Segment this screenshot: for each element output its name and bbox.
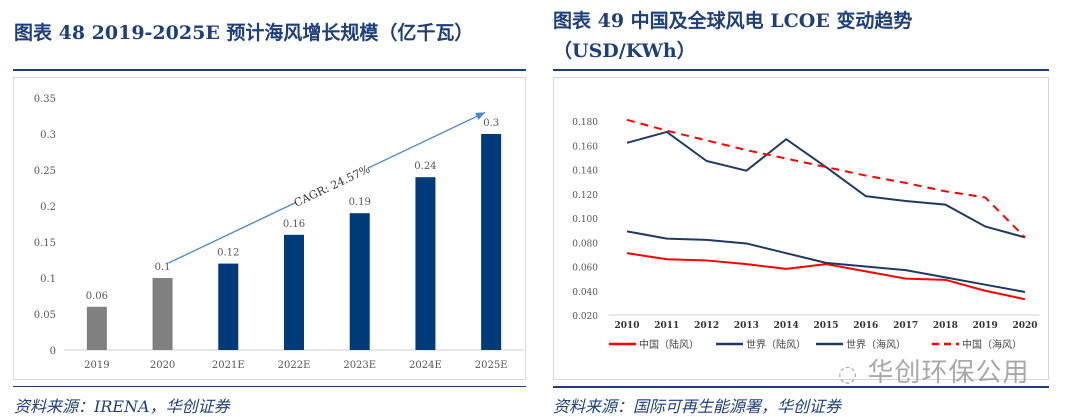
y-tick-label: 0.35 <box>34 94 56 105</box>
y-tick-label: 0 <box>50 346 56 357</box>
x-tick-label: 2020 <box>1012 321 1037 331</box>
x-tick-label: 2012 <box>694 321 719 331</box>
series-line <box>626 130 1026 239</box>
wechat-icon: ◌ <box>838 362 859 387</box>
y-tick-label: 0.05 <box>34 310 56 321</box>
annotation-bg <box>291 160 371 210</box>
x-tick-label: 2018 <box>933 321 958 331</box>
series-line <box>626 230 1026 293</box>
x-tick-label: 2019 <box>973 321 998 331</box>
y-tick-label: 0.160 <box>572 142 598 152</box>
y-tick-label: 0.25 <box>34 166 56 177</box>
left-source-rule <box>13 386 526 387</box>
x-tick-label: 2021E <box>212 360 245 371</box>
y-tick-label: 0.120 <box>572 191 598 201</box>
x-tick-label: 2017 <box>893 321 918 331</box>
right-source-rule <box>553 386 1049 388</box>
bar <box>284 234 304 350</box>
left-chart-title: 图表 48 2019-2025E 预计海风增长规模（亿千瓦） <box>14 22 474 44</box>
y-tick-label: 0.100 <box>572 215 598 225</box>
y-tick-label: 0.140 <box>572 167 598 177</box>
x-tick-label: 2011 <box>654 321 679 331</box>
left-title-rule <box>13 69 526 71</box>
right-title-rule <box>553 69 1049 71</box>
legend-label: 世界（陆风） <box>746 338 806 351</box>
y-tick-label: 0.1 <box>40 274 56 285</box>
series-line <box>626 252 1026 301</box>
y-tick-label: 0.080 <box>572 239 598 249</box>
data-label: 0.24 <box>414 161 436 172</box>
y-tick-label: 0.020 <box>572 312 598 322</box>
bar-chart: 0 0.05 0.1 0.15 0.2 0.25 0.3 0.35 0.06 2019 0.1 202… <box>34 94 524 371</box>
y-tick-label: 0.2 <box>40 202 56 213</box>
x-tick-label: 2014 <box>774 321 799 331</box>
x-tick-label: 2022E <box>278 360 311 371</box>
x-tick-label: 2020 <box>150 360 175 371</box>
series-line <box>626 118 1026 239</box>
x-tick-label: 2015 <box>813 321 838 331</box>
bar <box>152 278 173 350</box>
x-tick-label: 2019 <box>84 360 109 371</box>
watermark: ◌ 华创环保公用 <box>838 358 1030 388</box>
bar <box>86 306 107 350</box>
line-chart: 0.020 0.040 0.060 0.080 0.100 0.120 0.140 0.160… <box>572 118 1039 351</box>
right-source: 资料来源：国际可再生能源署，华创证券 <box>553 397 842 416</box>
y-tick-label: 0.180 <box>572 118 598 128</box>
right-chart-title: 图表 49 中国及全球风电 LCOE 变动趋势 <box>553 10 913 32</box>
data-label: 0.19 <box>349 197 371 208</box>
y-tick-label: 0.3 <box>40 130 56 141</box>
data-label: 0.16 <box>283 219 305 230</box>
data-label: 0.06 <box>86 291 108 302</box>
left-source: 资料来源：IRENA，华创证券 <box>14 397 230 416</box>
legend-label: 世界（海风） <box>846 338 906 351</box>
y-tick-label: 0.15 <box>34 238 56 249</box>
y-tick-label: 0.040 <box>572 288 598 298</box>
data-label: 0.3 <box>483 118 499 129</box>
right-chart-unit: （USD/KWh） <box>553 40 696 62</box>
arrow-head-icon <box>475 112 486 120</box>
bar <box>481 134 502 350</box>
data-label: 0.12 <box>217 248 239 259</box>
data-label: 0.1 <box>155 262 171 273</box>
bar <box>349 213 370 350</box>
left-chart-frame: 0 0.05 0.1 0.15 0.2 0.25 0.3 0.35 0.06 2019 0.1 202… <box>13 77 526 380</box>
legend-label: 中国（海风） <box>962 338 1022 351</box>
bar <box>415 177 436 350</box>
x-tick-label: 2023E <box>343 360 376 371</box>
bar <box>218 263 239 350</box>
x-tick-label: 2016 <box>853 321 878 331</box>
right-chart-frame: 0.020 0.040 0.060 0.080 0.100 0.120 0.140 0.160… <box>553 77 1049 380</box>
x-tick-label: 2010 <box>614 321 639 331</box>
x-tick-label: 2024E <box>409 360 442 371</box>
x-tick-label: 2013 <box>734 321 759 331</box>
legend-label: 中国（陆风） <box>639 338 699 351</box>
x-tick-label: 2025E <box>475 360 508 371</box>
y-tick-label: 0.060 <box>572 264 598 274</box>
